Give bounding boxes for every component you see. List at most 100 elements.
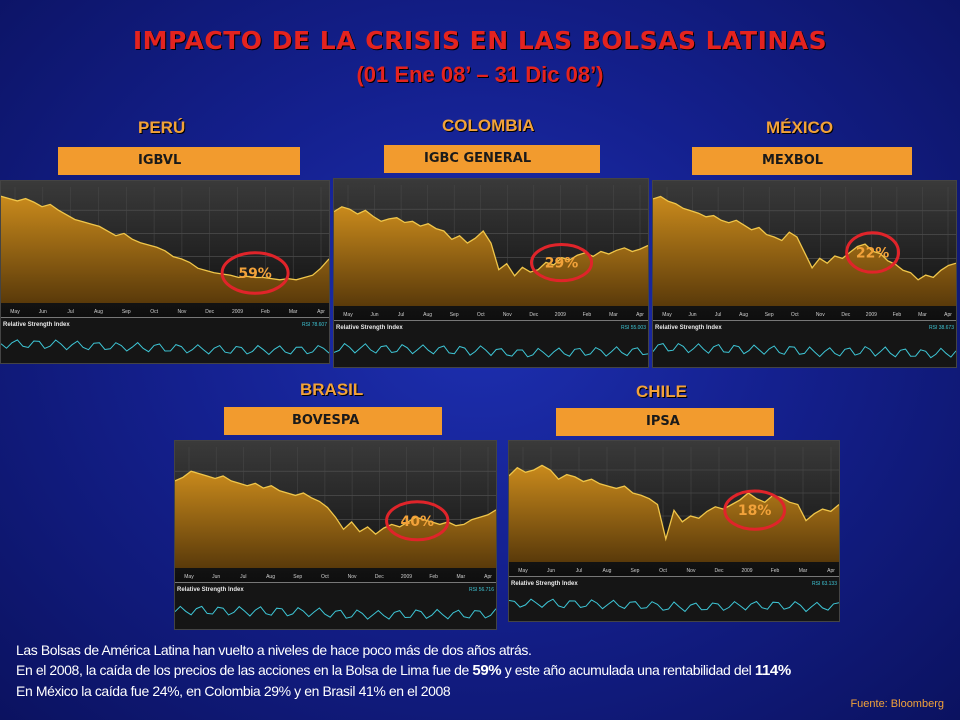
rsi-line — [175, 605, 496, 620]
x-tick-label: Sep — [765, 312, 774, 318]
rsi-line — [509, 598, 839, 613]
rsi-label: Relative Strength Index — [511, 581, 578, 587]
x-tick-label: Mar — [289, 309, 298, 315]
x-tick-label: Aug — [739, 312, 748, 318]
chart-svg: May Jun Jul Aug Sep Oct Nov Dec 2009 Feb Mar Apr Rel… — [1, 181, 329, 363]
area-fill — [653, 196, 956, 306]
footer-line-2-c: y este año acumulada una rentabilidad de… — [501, 662, 755, 678]
x-tick-label: Sep — [631, 568, 640, 574]
x-tick-label: Oct — [150, 309, 158, 315]
x-tick-label: Dec — [529, 312, 538, 318]
footer-line-2: En el 2008, la caída de los precios de l… — [16, 660, 956, 681]
series-line — [1, 195, 329, 281]
x-tick-label: Jul — [715, 312, 721, 318]
rsi-line — [334, 342, 648, 358]
x-tick-label: Apr — [827, 568, 835, 574]
rsi-background — [334, 320, 648, 367]
x-tick-label: Aug — [94, 309, 103, 315]
x-tick-label: May — [343, 312, 353, 318]
change-label: 18% — [738, 503, 772, 519]
x-tick-label: Dec — [375, 574, 384, 580]
x-tick-label: Aug — [266, 574, 275, 580]
x-tick-label: Feb — [429, 574, 438, 580]
x-tick-label: Jun — [547, 568, 555, 574]
rsi-label: Relative Strength Index — [655, 325, 722, 331]
index-bar-ipsa: IPSA — [556, 408, 774, 436]
rsi-value: RSI 38.673 — [929, 325, 954, 331]
country-label-chile: CHILE — [636, 382, 687, 401]
rsi-background — [175, 582, 496, 629]
chart-svg: May Jun Jul Aug Sep Oct Nov Dec 2009 Feb Mar Apr Rel… — [175, 441, 496, 629]
index-bar-igbvl: IGBVL — [58, 147, 300, 175]
footer-line-2-a: En el 2008, la caída de los precios de l… — [16, 662, 473, 678]
x-tick-label: Jul — [240, 574, 246, 580]
x-tick-label: Dec — [205, 309, 214, 315]
x-tick-label: 2009 — [866, 312, 877, 318]
country-label-brasil: BRASIL — [300, 380, 364, 399]
x-tick-label: Nov — [348, 574, 357, 580]
index-bar-igbc: IGBC GENERAL — [384, 145, 600, 173]
x-tick-label: May — [184, 574, 194, 580]
x-tick-label: Feb — [771, 568, 780, 574]
x-tick-label: Sep — [122, 309, 131, 315]
footer-peru-drop: 59% — [472, 662, 502, 679]
x-tick-label: Mar — [799, 568, 808, 574]
country-label-colombia: COLOMBIA — [442, 116, 535, 135]
rsi-value: RSI 78.607 — [302, 322, 327, 328]
x-tick-label: Dec — [841, 312, 850, 318]
x-tick-label: 2009 — [401, 574, 412, 580]
series-line — [653, 195, 956, 281]
x-tick-label: May — [518, 568, 528, 574]
x-tick-label: Nov — [177, 309, 186, 315]
highlight-circle — [845, 231, 901, 274]
x-tick-label: Mar — [918, 312, 927, 318]
x-tick-label: Nov — [503, 312, 512, 318]
area-fill — [509, 465, 839, 562]
rsi-label: Relative Strength Index — [177, 587, 244, 593]
rsi-background — [509, 576, 839, 621]
x-tick-label: Nov — [816, 312, 825, 318]
x-tick-label: Apr — [484, 574, 492, 580]
rsi-line — [653, 342, 956, 359]
page-subtitle: (01 Ene 08’ – 31 Dic 08’) — [356, 62, 604, 87]
x-tick-label: Feb — [583, 312, 592, 318]
footer-line-3: En México la caída fue 24%, en Colombia … — [16, 683, 451, 699]
x-tick-label: Oct — [477, 312, 485, 318]
x-tick-label: Dec — [715, 568, 724, 574]
footer-text: Las Bolsas de América Latina han vuelto … — [16, 640, 956, 701]
chart-panel-mexico: May Jun Jul Aug Sep Oct Nov Dec 2009 Feb Mar Apr Rel… — [652, 180, 957, 368]
x-tick-label: Jun — [371, 312, 379, 318]
x-tick-label: Jul — [398, 312, 404, 318]
highlight-circle — [385, 500, 450, 542]
change-label: 59% — [238, 266, 272, 282]
x-tick-label: Apr — [636, 312, 644, 318]
index-bar-bovespa: BOVESPA — [224, 407, 442, 435]
change-label: 29% — [545, 256, 579, 272]
chart-panel-chile: May Jun Jul Aug Sep Oct Nov Dec 2009 Feb Mar Apr Rel… — [508, 440, 840, 622]
highlight-circle — [530, 243, 594, 283]
area-fill — [175, 471, 496, 568]
rsi-label: Relative Strength Index — [3, 322, 70, 328]
country-label-peru: PERÚ — [138, 118, 186, 137]
x-tick-label: Mar — [609, 312, 618, 318]
x-tick-label: Jun — [689, 312, 697, 318]
x-tick-label: Feb — [893, 312, 902, 318]
chart-svg: May Jun Jul Aug Sep Oct Nov Dec 2009 Feb Mar Apr Rel… — [509, 441, 839, 621]
highlight-circle — [220, 251, 290, 295]
x-tick-label: Aug — [603, 568, 612, 574]
source-note: Fuente: Bloomberg — [850, 698, 944, 710]
x-tick-label: Mar — [457, 574, 466, 580]
rsi-label: Relative Strength Index — [336, 325, 403, 331]
rsi-value: RSI 63.133 — [812, 581, 837, 587]
series-line — [509, 464, 839, 542]
x-tick-label: Apr — [944, 312, 952, 318]
chart-svg: May Jun Jul Aug Sep Oct Nov Dec 2009 Feb Mar Apr Rel… — [653, 181, 956, 367]
chart-svg: May Jun Jul Aug Sep Oct Nov Dec 2009 Feb Mar Apr Rel… — [334, 179, 648, 367]
highlight-circle — [723, 489, 787, 531]
x-tick-label: Oct — [321, 574, 329, 580]
series-line — [175, 470, 496, 535]
change-label: 40% — [400, 514, 434, 530]
x-tick-label: 2009 — [232, 309, 243, 315]
rsi-line — [1, 339, 329, 356]
footer-peru-return: 114% — [754, 662, 791, 679]
